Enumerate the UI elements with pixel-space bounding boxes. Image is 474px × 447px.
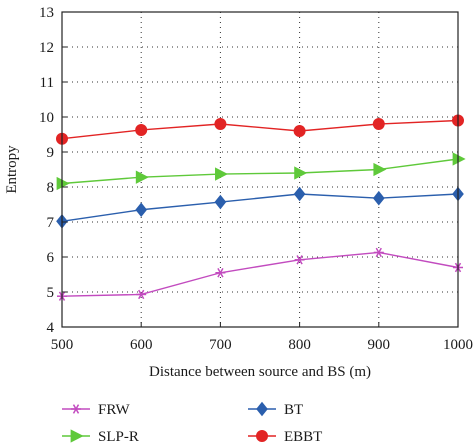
data-point-slp-r: [294, 166, 308, 180]
legend: FRW SLP-R BT EBBT: [62, 401, 322, 445]
legend-marker-frw: [71, 404, 81, 414]
series-layer: [56, 114, 466, 301]
y-tick-label: 4: [47, 320, 55, 336]
y-tick-label: 9: [47, 145, 55, 161]
series-line-slp-r: [61, 158, 459, 185]
series-line-ebbt: [61, 119, 459, 140]
data-point-ebbt: [214, 118, 227, 130]
data-point-ebbt: [372, 118, 385, 130]
legend-label-frw: FRW: [98, 402, 131, 418]
data-point-bt: [372, 190, 385, 206]
series-line-bt: [61, 193, 459, 222]
legend-label-bt: BT: [284, 402, 303, 418]
legend-marker-bt: [256, 401, 268, 417]
legend-marker-ebbt: [256, 430, 268, 442]
data-point-slp-r: [373, 162, 387, 177]
x-tick-label: 700: [209, 337, 232, 353]
data-point-bt: [135, 202, 148, 218]
data-point-ebbt: [293, 125, 306, 137]
y-tick-label: 8: [47, 180, 55, 196]
data-point-frw: [294, 255, 305, 265]
data-point-slp-r: [56, 176, 70, 191]
y-tick-label: 6: [47, 250, 55, 266]
x-tick-label: 500: [51, 337, 74, 353]
grid-lines: [62, 12, 458, 327]
data-point-bt: [293, 186, 306, 202]
x-axis-label: Distance between source and BS (m): [149, 364, 371, 380]
plot-frame: [61, 11, 459, 328]
y-tick-label: 10: [39, 110, 54, 126]
x-tick-label: 1000: [443, 337, 473, 353]
y-axis-label: Entropy: [4, 145, 20, 194]
data-point-frw: [215, 268, 226, 278]
data-point-slp-r: [452, 152, 466, 166]
data-point-slp-r: [135, 170, 149, 184]
series-line-frw: [61, 251, 459, 297]
data-point-frw: [136, 289, 147, 300]
legend-label-slp-r: SLP-R: [98, 429, 139, 445]
axis-ticks: 4 5 6 7 8 9 10 11 12 13 500 600 700 800 900 1000: [39, 5, 473, 353]
x-tick-label: 800: [288, 337, 311, 353]
y-tick-label: 11: [40, 75, 54, 91]
data-point-frw: [373, 247, 384, 258]
y-tick-label: 7: [47, 215, 55, 231]
y-tick-label: 12: [39, 40, 54, 56]
x-tick-label: 900: [368, 337, 391, 353]
y-tick-label: 5: [47, 285, 55, 301]
legend-marker-slp-r: [70, 429, 84, 443]
data-point-bt: [214, 194, 227, 210]
data-point-ebbt: [135, 123, 148, 136]
x-tick-label: 600: [130, 337, 153, 353]
legend-label-ebbt: EBBT: [284, 429, 322, 445]
data-point-slp-r: [215, 167, 228, 181]
y-tick-label: 13: [39, 5, 54, 21]
